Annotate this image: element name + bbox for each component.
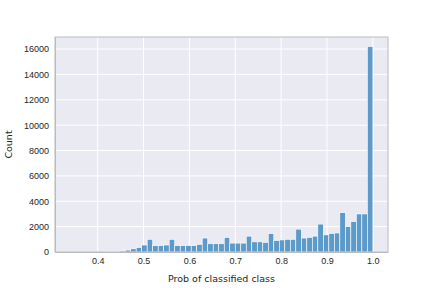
y-tick-label: 8000 bbox=[29, 146, 49, 156]
bars bbox=[70, 47, 373, 252]
bar bbox=[301, 238, 307, 252]
bar bbox=[318, 224, 324, 252]
bar bbox=[169, 239, 175, 252]
bar bbox=[136, 248, 142, 252]
x-tick-label: 1.0 bbox=[367, 256, 380, 266]
x-tick: 0.8 bbox=[275, 252, 288, 266]
plot-background bbox=[55, 37, 388, 252]
bar bbox=[345, 227, 351, 252]
bar bbox=[224, 237, 230, 252]
grid-line bbox=[55, 49, 388, 50]
y-tick: 16000 bbox=[24, 44, 55, 54]
y-tick: 14000 bbox=[24, 70, 55, 80]
bar bbox=[351, 222, 357, 252]
y-tick: 2000 bbox=[29, 222, 55, 232]
bar bbox=[323, 235, 329, 252]
bar bbox=[362, 214, 368, 252]
grid-line bbox=[55, 226, 388, 227]
x-tick-label: 0.8 bbox=[275, 256, 288, 266]
y-tick-label: 2000 bbox=[29, 222, 49, 232]
y-tick-label: 10000 bbox=[24, 121, 49, 131]
bar bbox=[153, 246, 159, 252]
plot: 0.4 0.5 0.6 0.7 0.8 0.9 1.0 0 2000 4000 6000 8000 10… bbox=[24, 37, 389, 266]
x-axis-title: Prob of classified class bbox=[168, 273, 275, 284]
bar bbox=[296, 229, 302, 252]
bar bbox=[274, 241, 280, 252]
y-tick-label: 4000 bbox=[29, 197, 49, 207]
grid-line bbox=[235, 37, 236, 252]
grid-line bbox=[281, 37, 282, 252]
chart: 0.4 0.5 0.6 0.7 0.8 0.9 1.0 0 2000 4000 6000 8000 10… bbox=[0, 0, 432, 288]
x-tick-label: 0.7 bbox=[230, 256, 243, 266]
y-axis-title: Count bbox=[3, 130, 14, 158]
y-tick-label: 6000 bbox=[29, 171, 49, 181]
bar bbox=[158, 246, 164, 252]
x-tick-label: 0.4 bbox=[92, 256, 105, 266]
grid-line bbox=[55, 74, 388, 75]
bar bbox=[191, 246, 197, 252]
y-tick-label: 12000 bbox=[24, 95, 49, 105]
grid-line bbox=[97, 37, 98, 252]
bar bbox=[230, 243, 236, 252]
bar bbox=[164, 245, 170, 252]
bar bbox=[142, 245, 148, 252]
bar bbox=[290, 239, 296, 252]
grid-line bbox=[55, 150, 388, 151]
bar bbox=[307, 237, 313, 252]
y-tick-label: 14000 bbox=[24, 70, 49, 80]
bar bbox=[241, 243, 247, 252]
x-tick: 1.0 bbox=[367, 252, 380, 266]
grid-line bbox=[55, 201, 388, 202]
y-tick: 10000 bbox=[24, 121, 55, 131]
grid-line bbox=[55, 175, 388, 176]
x-tick: 0.5 bbox=[138, 252, 151, 266]
x-tick-label: 0.5 bbox=[138, 256, 151, 266]
bar bbox=[340, 213, 346, 252]
plot-frame bbox=[55, 37, 388, 252]
bar bbox=[175, 246, 181, 252]
bar bbox=[213, 244, 219, 252]
x-tick-label: 0.9 bbox=[321, 256, 334, 266]
y-tick-label: 16000 bbox=[24, 44, 49, 54]
y-tick: 6000 bbox=[29, 171, 55, 181]
grid-line bbox=[55, 99, 388, 100]
bar bbox=[235, 243, 241, 252]
bar bbox=[186, 246, 192, 252]
bar bbox=[367, 47, 373, 252]
y-tick: 0 bbox=[44, 247, 55, 257]
bar bbox=[219, 244, 225, 252]
bar bbox=[268, 234, 274, 252]
bar bbox=[356, 214, 362, 252]
bar bbox=[285, 239, 291, 252]
grid bbox=[55, 37, 388, 252]
x-tick: 0.9 bbox=[321, 252, 334, 266]
bar bbox=[257, 242, 263, 252]
bar bbox=[208, 244, 214, 252]
bar bbox=[246, 236, 252, 252]
y-axis: 0 2000 4000 6000 8000 10000 12000 14000 16000 bbox=[24, 38, 56, 258]
bar bbox=[197, 244, 203, 252]
bar bbox=[180, 246, 186, 252]
y-tick: 12000 bbox=[24, 95, 55, 105]
bar bbox=[312, 236, 318, 252]
bar bbox=[334, 233, 340, 252]
bar bbox=[329, 234, 335, 252]
x-axis: 0.4 0.5 0.6 0.7 0.8 0.9 1.0 bbox=[56, 252, 389, 266]
y-tick-label: 0 bbox=[44, 247, 49, 257]
x-tick: 0.4 bbox=[92, 252, 105, 266]
y-tick: 8000 bbox=[29, 146, 55, 156]
grid-line bbox=[189, 37, 190, 252]
bar bbox=[147, 239, 153, 252]
grid-line bbox=[55, 125, 388, 126]
grid-line bbox=[143, 37, 144, 252]
bar bbox=[263, 242, 269, 252]
grid-line bbox=[326, 37, 327, 252]
bar bbox=[252, 242, 258, 252]
y-tick: 4000 bbox=[29, 197, 55, 207]
x-tick: 0.7 bbox=[230, 252, 243, 266]
x-tick: 0.6 bbox=[184, 252, 197, 266]
bar bbox=[279, 240, 285, 252]
x-tick-label: 0.6 bbox=[184, 256, 197, 266]
bar bbox=[202, 238, 208, 252]
